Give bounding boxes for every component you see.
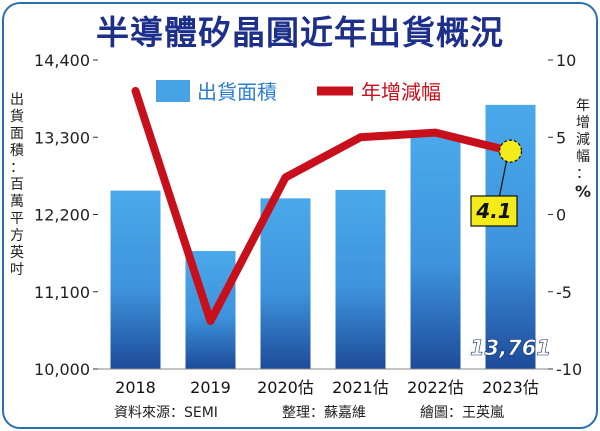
growth-line xyxy=(131,86,515,326)
growth-point-2018 xyxy=(133,88,138,93)
callout-label-growth: 4.1 xyxy=(475,199,511,223)
bar-2018 xyxy=(110,190,161,369)
x-tick-label: 2020估 xyxy=(257,378,314,397)
x-tick-label: 2018 xyxy=(115,378,156,397)
right-tick-label: 10 xyxy=(556,51,576,70)
chart-title: 半導體矽晶圓近年出貨概況 xyxy=(96,13,504,52)
footer-editor: 整理：蘇嘉維 xyxy=(282,405,366,421)
legend-swatch-bars xyxy=(156,80,190,102)
left-tick-label: 14,400 xyxy=(34,51,90,70)
footer-artist: 繪圖：王英嵐 xyxy=(420,405,504,421)
right-tick-label: 5 xyxy=(556,128,566,147)
bar-2020估 xyxy=(260,198,311,369)
right-axis-label-wrap: 年增減幅： % xyxy=(572,98,594,202)
callout-box xyxy=(470,195,518,227)
x-tick-label: 2021估 xyxy=(332,378,389,397)
legend-label-bars: 出貨面積 xyxy=(197,80,277,104)
growth-point-2020估 xyxy=(283,175,288,180)
callout-marker xyxy=(498,139,523,163)
left-tick-label: 11,100 xyxy=(34,283,90,302)
right-axis-unit: % xyxy=(574,182,592,201)
left-tick-label: 13,300 xyxy=(34,128,90,147)
bar-value-label-2023: 13,761 xyxy=(470,336,551,360)
footer-source: 資料來源：SEMI xyxy=(114,405,218,421)
growth-point-2019 xyxy=(208,319,213,324)
callout-leader xyxy=(498,161,508,197)
right-tick-label: -5 xyxy=(556,283,572,302)
right-tick-label: -10 xyxy=(556,360,582,379)
left-tick-label: 12,200 xyxy=(34,206,90,225)
right-axis-label: 年增減幅： xyxy=(576,98,590,182)
left-axis-label: 出貨面積：百萬平方英吋 xyxy=(10,92,24,278)
x-tick-label: 2019 xyxy=(190,378,231,397)
legend-label-line: 年增減幅 xyxy=(361,80,441,104)
growth-point-2021估 xyxy=(358,135,363,140)
bar-2022估 xyxy=(410,136,461,369)
right-tick-label: 0 xyxy=(556,206,566,225)
growth-point-2022估 xyxy=(433,130,438,135)
left-tick-label: 10,000 xyxy=(34,360,90,379)
x-tick-label: 2023估 xyxy=(482,378,539,397)
bar-2021估 xyxy=(335,189,386,369)
x-tick-label: 2022估 xyxy=(407,378,464,397)
